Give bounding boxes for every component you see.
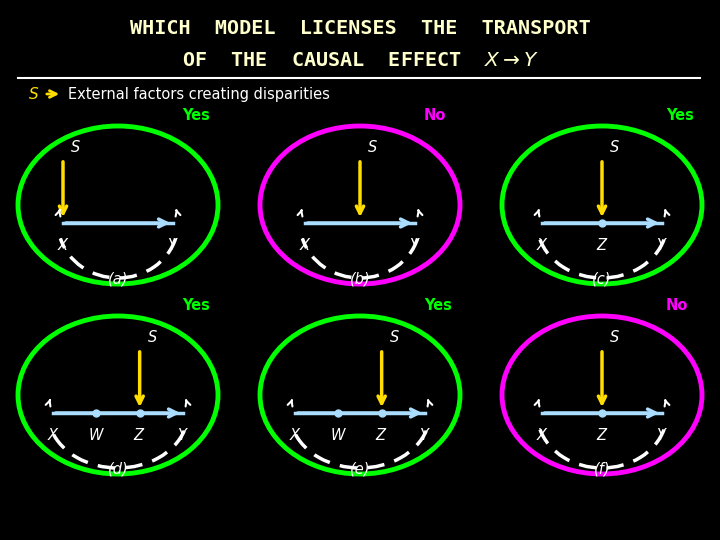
Text: $X$: $X$ xyxy=(289,427,302,443)
Text: No: No xyxy=(666,298,688,313)
Text: $Z$: $Z$ xyxy=(133,427,146,443)
Text: Yes: Yes xyxy=(666,108,694,123)
Text: $W$: $W$ xyxy=(330,427,347,443)
Text: $Y$: $Y$ xyxy=(409,237,421,253)
Text: $Y$: $Y$ xyxy=(177,427,189,443)
Text: (a): (a) xyxy=(108,272,128,286)
Text: $Y$: $Y$ xyxy=(419,427,431,443)
Text: Yes: Yes xyxy=(182,298,210,313)
Text: $X$: $X$ xyxy=(57,237,69,253)
Text: (d): (d) xyxy=(107,461,128,476)
Text: (f): (f) xyxy=(594,461,611,476)
Text: Yes: Yes xyxy=(424,298,452,313)
Text: $X$: $X$ xyxy=(536,237,549,253)
Text: $Z$: $Z$ xyxy=(375,427,388,443)
Text: (b): (b) xyxy=(350,272,370,286)
Text: $S$: $S$ xyxy=(389,329,400,345)
Text: $S$: $S$ xyxy=(609,139,620,155)
Text: $Z$: $Z$ xyxy=(595,427,608,443)
Text: $S$: $S$ xyxy=(609,329,620,345)
Text: $Y$: $Y$ xyxy=(167,237,179,253)
Text: $S$: $S$ xyxy=(70,139,81,155)
Text: (c): (c) xyxy=(593,272,612,286)
Text: $Y$: $Y$ xyxy=(656,237,668,253)
Text: OF  THE  CAUSAL  EFFECT  $X\rightarrow Y$: OF THE CAUSAL EFFECT $X\rightarrow Y$ xyxy=(181,51,539,70)
Text: Yes: Yes xyxy=(182,108,210,123)
Text: $X$: $X$ xyxy=(299,237,312,253)
Text: $S$: $S$ xyxy=(147,329,158,345)
Text: WHICH  MODEL  LICENSES  THE  TRANSPORT: WHICH MODEL LICENSES THE TRANSPORT xyxy=(130,18,590,37)
Text: $W$: $W$ xyxy=(88,427,105,443)
Text: $S$: $S$ xyxy=(367,139,378,155)
Text: $Z$: $Z$ xyxy=(595,237,608,253)
Text: No: No xyxy=(424,108,446,123)
Text: $X$: $X$ xyxy=(536,427,549,443)
Text: External factors creating disparities: External factors creating disparities xyxy=(68,86,330,102)
Text: (e): (e) xyxy=(350,461,370,476)
Text: $Y$: $Y$ xyxy=(656,427,668,443)
Text: $S$: $S$ xyxy=(28,86,39,102)
Text: $X$: $X$ xyxy=(47,427,60,443)
